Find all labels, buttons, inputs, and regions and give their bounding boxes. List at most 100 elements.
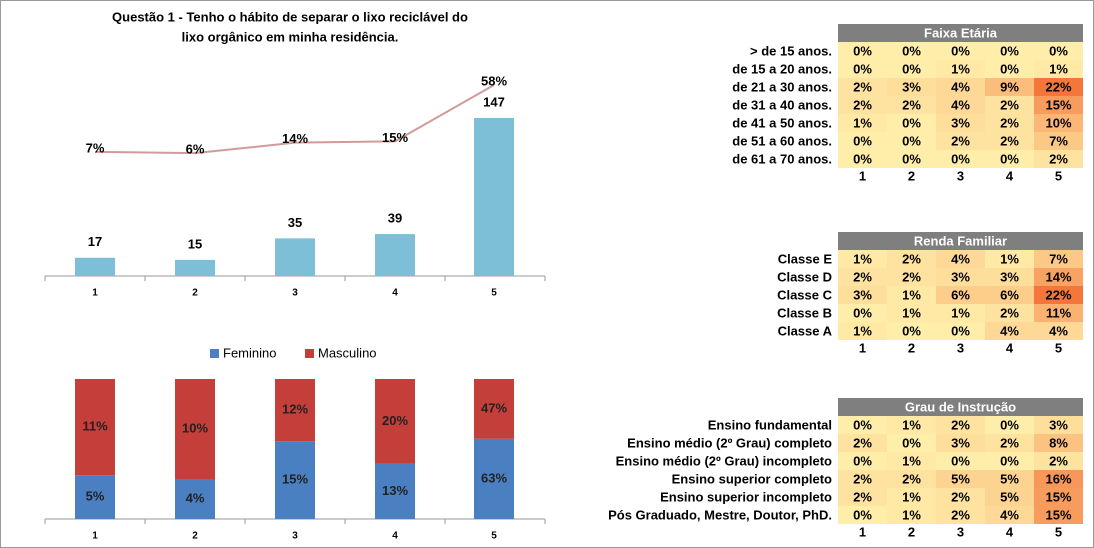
heat-cell (1034, 42, 1083, 60)
segment-label: 10% (182, 420, 208, 435)
row-label: Classe B (777, 305, 832, 320)
cell-value: 7% (1049, 251, 1068, 266)
heat-cell (985, 286, 1034, 304)
heat-cell (985, 42, 1034, 60)
bar-segment (474, 379, 514, 439)
column-label: 3 (957, 524, 964, 539)
row-label: de 31 a 40 anos. (732, 97, 832, 112)
heat-cell (936, 470, 985, 488)
heat-cell (985, 304, 1034, 322)
cell-value: 5% (1000, 471, 1019, 486)
heat-cell (936, 250, 985, 268)
cell-value: 22% (1045, 287, 1071, 302)
column-label: 5 (1055, 340, 1062, 355)
heat-cell (838, 250, 887, 268)
heat-cell (936, 150, 985, 168)
heat-cell (1034, 434, 1083, 452)
heat-cell (887, 78, 936, 96)
heat-cell (985, 488, 1034, 506)
legend-label: Feminino (223, 345, 276, 360)
heat-cell (936, 286, 985, 304)
heat-cell (1034, 150, 1083, 168)
column-label: 4 (1006, 168, 1014, 183)
cell-value: 2% (853, 435, 872, 450)
line-value-label: 58% (481, 73, 507, 88)
heat-cell (838, 322, 887, 340)
heat-cell (985, 434, 1034, 452)
line (94, 84, 495, 155)
x-tick-label: 5 (491, 531, 497, 542)
x-tick-label: 5 (491, 288, 497, 299)
x-tick-label: 3 (292, 531, 298, 542)
column-label: 2 (908, 340, 915, 355)
cell-value: 0% (1000, 453, 1019, 468)
heat-cell (887, 114, 936, 132)
cell-value: 2% (853, 269, 872, 284)
line-value-label: 14% (282, 131, 308, 146)
cell-value: 6% (951, 287, 970, 302)
x-tick-label: 4 (392, 531, 398, 542)
heat-cell (985, 114, 1034, 132)
cell-value: 5% (951, 471, 970, 486)
heat-cell (985, 132, 1034, 150)
bar (275, 238, 315, 276)
cell-value: 3% (951, 115, 970, 130)
heat-cell (887, 488, 936, 506)
cell-value: 2% (902, 251, 921, 266)
heat-cell (838, 96, 887, 114)
column-label: 5 (1055, 168, 1062, 183)
cell-value: 10% (1045, 115, 1071, 130)
segment-label: 5% (86, 489, 105, 504)
bar-segment (175, 479, 215, 519)
row-label: > de 15 anos. (750, 43, 832, 58)
heat-cell (1034, 470, 1083, 488)
heat-cell (936, 96, 985, 114)
cell-value: 0% (902, 61, 921, 76)
cell-value: 0% (951, 323, 970, 338)
cell-value: 0% (902, 323, 921, 338)
column-label: 5 (1055, 524, 1062, 539)
cell-value: 1% (951, 305, 970, 320)
heat-cell (936, 114, 985, 132)
row-label: Ensino médio (2º Grau) incompleto (616, 453, 832, 468)
cell-value: 1% (902, 489, 921, 504)
bar (474, 118, 514, 276)
heat-cell (887, 150, 936, 168)
cell-value: 1% (853, 251, 872, 266)
heat-cell (1034, 304, 1083, 322)
heat-cell (936, 416, 985, 434)
row-label: Ensino médio (2º Grau) completo (627, 435, 832, 450)
heat-cell (838, 452, 887, 470)
heat-cell (936, 452, 985, 470)
heat-cell (838, 286, 887, 304)
cell-value: 0% (853, 133, 872, 148)
bar-segment (175, 379, 215, 479)
cell-value: 0% (1000, 43, 1019, 58)
cell-value: 0% (951, 151, 970, 166)
cell-value: 2% (1049, 453, 1068, 468)
cell-value: 0% (853, 453, 872, 468)
cell-value: 3% (902, 79, 921, 94)
row-label: de 15 a 20 anos. (732, 61, 832, 76)
cell-value: 2% (951, 489, 970, 504)
heat-cell (1034, 132, 1083, 150)
heat-cell (1034, 96, 1083, 114)
segment-label: 63% (481, 470, 507, 485)
row-label: de 41 a 50 anos. (732, 115, 832, 130)
heat-cell (936, 42, 985, 60)
bar-segment (275, 441, 315, 519)
heat-cell (838, 434, 887, 452)
legend-label: Masculino (318, 345, 377, 360)
cell-value: 14% (1045, 269, 1071, 284)
heat-cell (1034, 488, 1083, 506)
cell-value: 1% (951, 61, 970, 76)
column-label: 3 (957, 340, 964, 355)
line-value-label: 7% (86, 140, 105, 155)
cell-value: 22% (1045, 79, 1071, 94)
cell-value: 0% (853, 43, 872, 58)
heat-cell (985, 78, 1034, 96)
x-tick-label: 1 (92, 288, 98, 299)
cell-value: 0% (853, 507, 872, 522)
heat-cell (1034, 452, 1083, 470)
